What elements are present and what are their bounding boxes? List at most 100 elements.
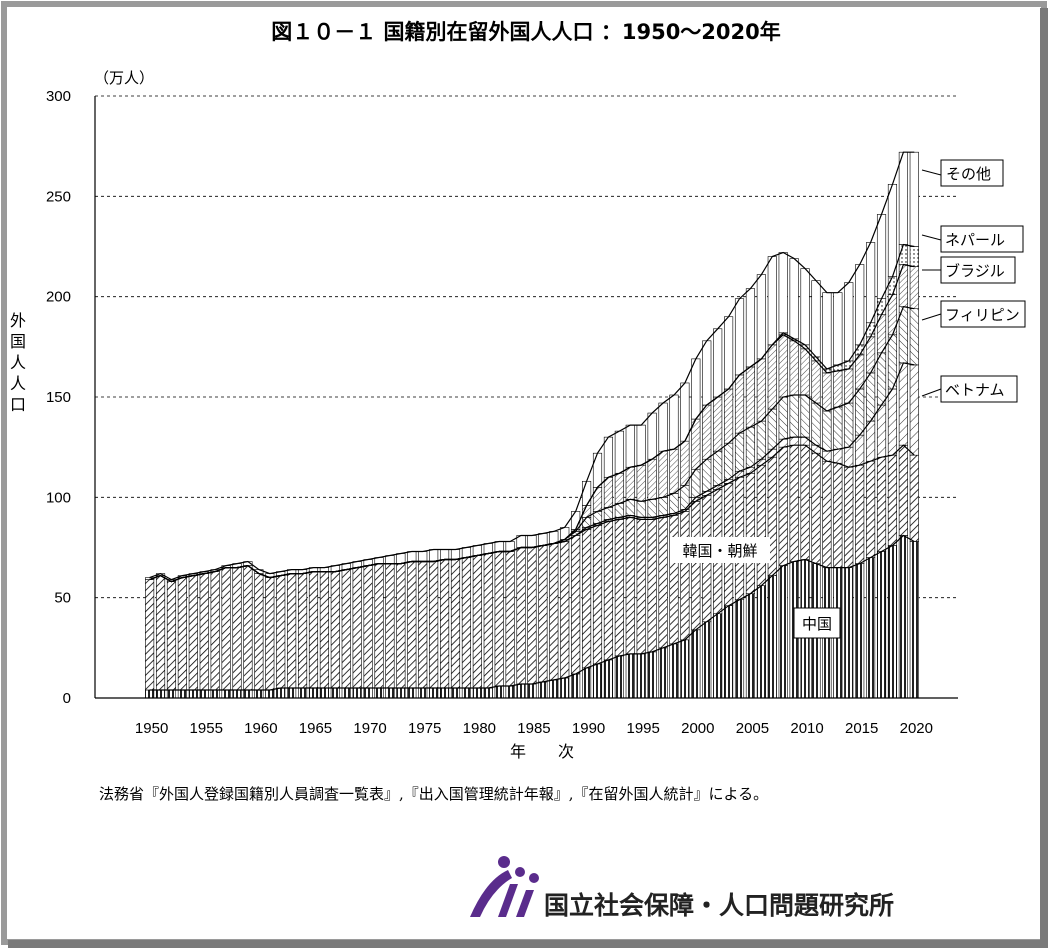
bar-segment-ブラジル [713,396,723,452]
bar-segment-中国 [505,685,515,699]
bar-segment-フィリピン [702,458,712,492]
bar-segment-ネパール [909,246,919,267]
bar-segment-フィリピン [625,499,635,516]
bar-segment-その他 [538,533,548,546]
bar-segment-中国 [199,689,209,699]
chart-title: 図１０－１ 国籍別在留外国人人口 ：1950～2020年 [271,20,781,44]
bar-segment-中国 [450,687,461,699]
x-tick-label: 2020 [900,720,933,737]
bar-segment-その他 [407,551,417,562]
bar-segment-フィリピン [614,503,624,518]
bar-segment-フィリピン [745,426,756,468]
bar-segment-韓国・朝鮮 [155,575,166,691]
bar-segment-中国 [549,679,559,699]
x-tick-label: 1950 [135,720,168,737]
org-logo: 国立社会保障・人口問題研究所 [470,856,894,920]
bar-segment-ブラジル [614,472,624,504]
bar-segment-韓国・朝鮮 [592,525,603,665]
bar-segment-ベトナム [876,404,887,458]
bar-segment-ブラジル [669,448,679,494]
bar-segment-その他 [876,214,887,299]
bar-segment-韓国・朝鮮 [461,557,471,689]
bar-segment-中国 [363,687,373,699]
bar-segment-ベトナム [789,436,799,446]
y-tick-labels: 0 50 100 150 200 250 300 [46,88,71,707]
bar-segment-中国 [898,535,908,699]
bar-segment-韓国・朝鮮 [866,460,876,558]
bar-segment-その他 [603,436,613,478]
bar-segment-ベトナム [855,434,865,466]
bar-segment-中国 [155,689,166,699]
x-tick-label: 2005 [736,720,769,737]
bar-segment-韓国・朝鮮 [549,543,559,681]
callout-brazil-text: ブラジル [945,262,1005,280]
bar-segment-中国 [713,613,723,699]
bar-segment-ブラジル [778,334,788,398]
bar-segment-フィリピン [833,406,843,450]
bar-segment-中国 [887,545,898,699]
bar-segment-中国 [276,687,286,699]
org-name: 国立社会保障・人口問題研究所 [544,891,894,920]
bar-segment-中国 [494,685,504,699]
x-tick-label: 1965 [299,720,332,737]
bar-segment-韓国・朝鮮 [145,579,155,691]
y-tick-label: 300 [46,88,71,105]
bar-segment-ブラジル [833,370,843,408]
bar-segment-その他 [625,424,635,468]
bar-segment-その他 [778,252,788,334]
y-tick-label: 200 [46,289,71,306]
bar-segment-中国 [341,687,351,699]
bar-segment-中国 [592,663,603,699]
bar-segment-韓国・朝鮮 [647,519,657,653]
bar-segment-ブラジル [625,466,635,500]
bar-segment-中国 [614,655,624,699]
bar-segment-中国 [516,683,526,699]
bar-segment-中国 [287,687,297,699]
bar-segment-フィリピン [713,450,723,486]
bar-segment-韓国・朝鮮 [527,547,537,685]
callout-philippines: フィリピン [921,300,1026,328]
bar-segment-その他 [789,258,799,340]
axes [94,96,958,699]
bar-segment-中国 [166,689,177,699]
bar-segment-中国 [702,621,712,699]
bar-segment-中国 [429,687,439,699]
bar-segment-中国 [330,687,340,699]
bar-segment-ベトナム [844,446,854,468]
bar-segment-ブラジル [844,368,854,404]
bar-segment-韓国・朝鮮 [232,567,242,691]
bar-segment-韓国・朝鮮 [374,563,384,689]
bar-segment-韓国・朝鮮 [887,454,898,546]
callout-nepal: ネパール [921,225,1024,253]
bar-segment-韓国・朝鮮 [440,559,450,689]
y-tick-label: 100 [46,489,71,506]
bar-segment-中国 [855,563,865,699]
bar-segment-その他 [450,549,461,560]
bar-segment-韓国・朝鮮 [614,519,624,657]
bar-segment-中国 [691,629,701,699]
bar-segment-中国 [374,687,384,699]
bar-segment-その他 [527,535,537,548]
bar-segment-韓国・朝鮮 [199,573,209,691]
frame-shadow-right [1040,8,1048,946]
bar-segment-韓国・朝鮮 [265,577,275,691]
bar-segment-韓国・朝鮮 [287,573,297,689]
bar-segment-ブラジル [603,476,613,508]
bar-segment-その他 [396,553,406,564]
bar-segment-中国 [669,643,679,699]
bar-segment-韓国・朝鮮 [538,545,548,683]
bar-segment-中国 [265,689,275,699]
bar-segment-韓国・朝鮮 [691,501,701,631]
bar-segment-中国 [582,667,592,699]
y-tick-label: 50 [54,590,71,607]
bar-segment-その他 [713,328,723,398]
bar-segment-中国 [396,687,406,699]
bar-segment-その他 [669,394,679,450]
bar-segment-ベトナム [778,438,788,448]
bar-segment-その他 [418,551,428,562]
y-axis-label-text: 外国人人口 [10,311,26,414]
bar-segment-ブラジル [734,374,745,434]
bar-segment-韓国・朝鮮 [407,561,417,689]
bar-segment-中国 [527,683,537,699]
